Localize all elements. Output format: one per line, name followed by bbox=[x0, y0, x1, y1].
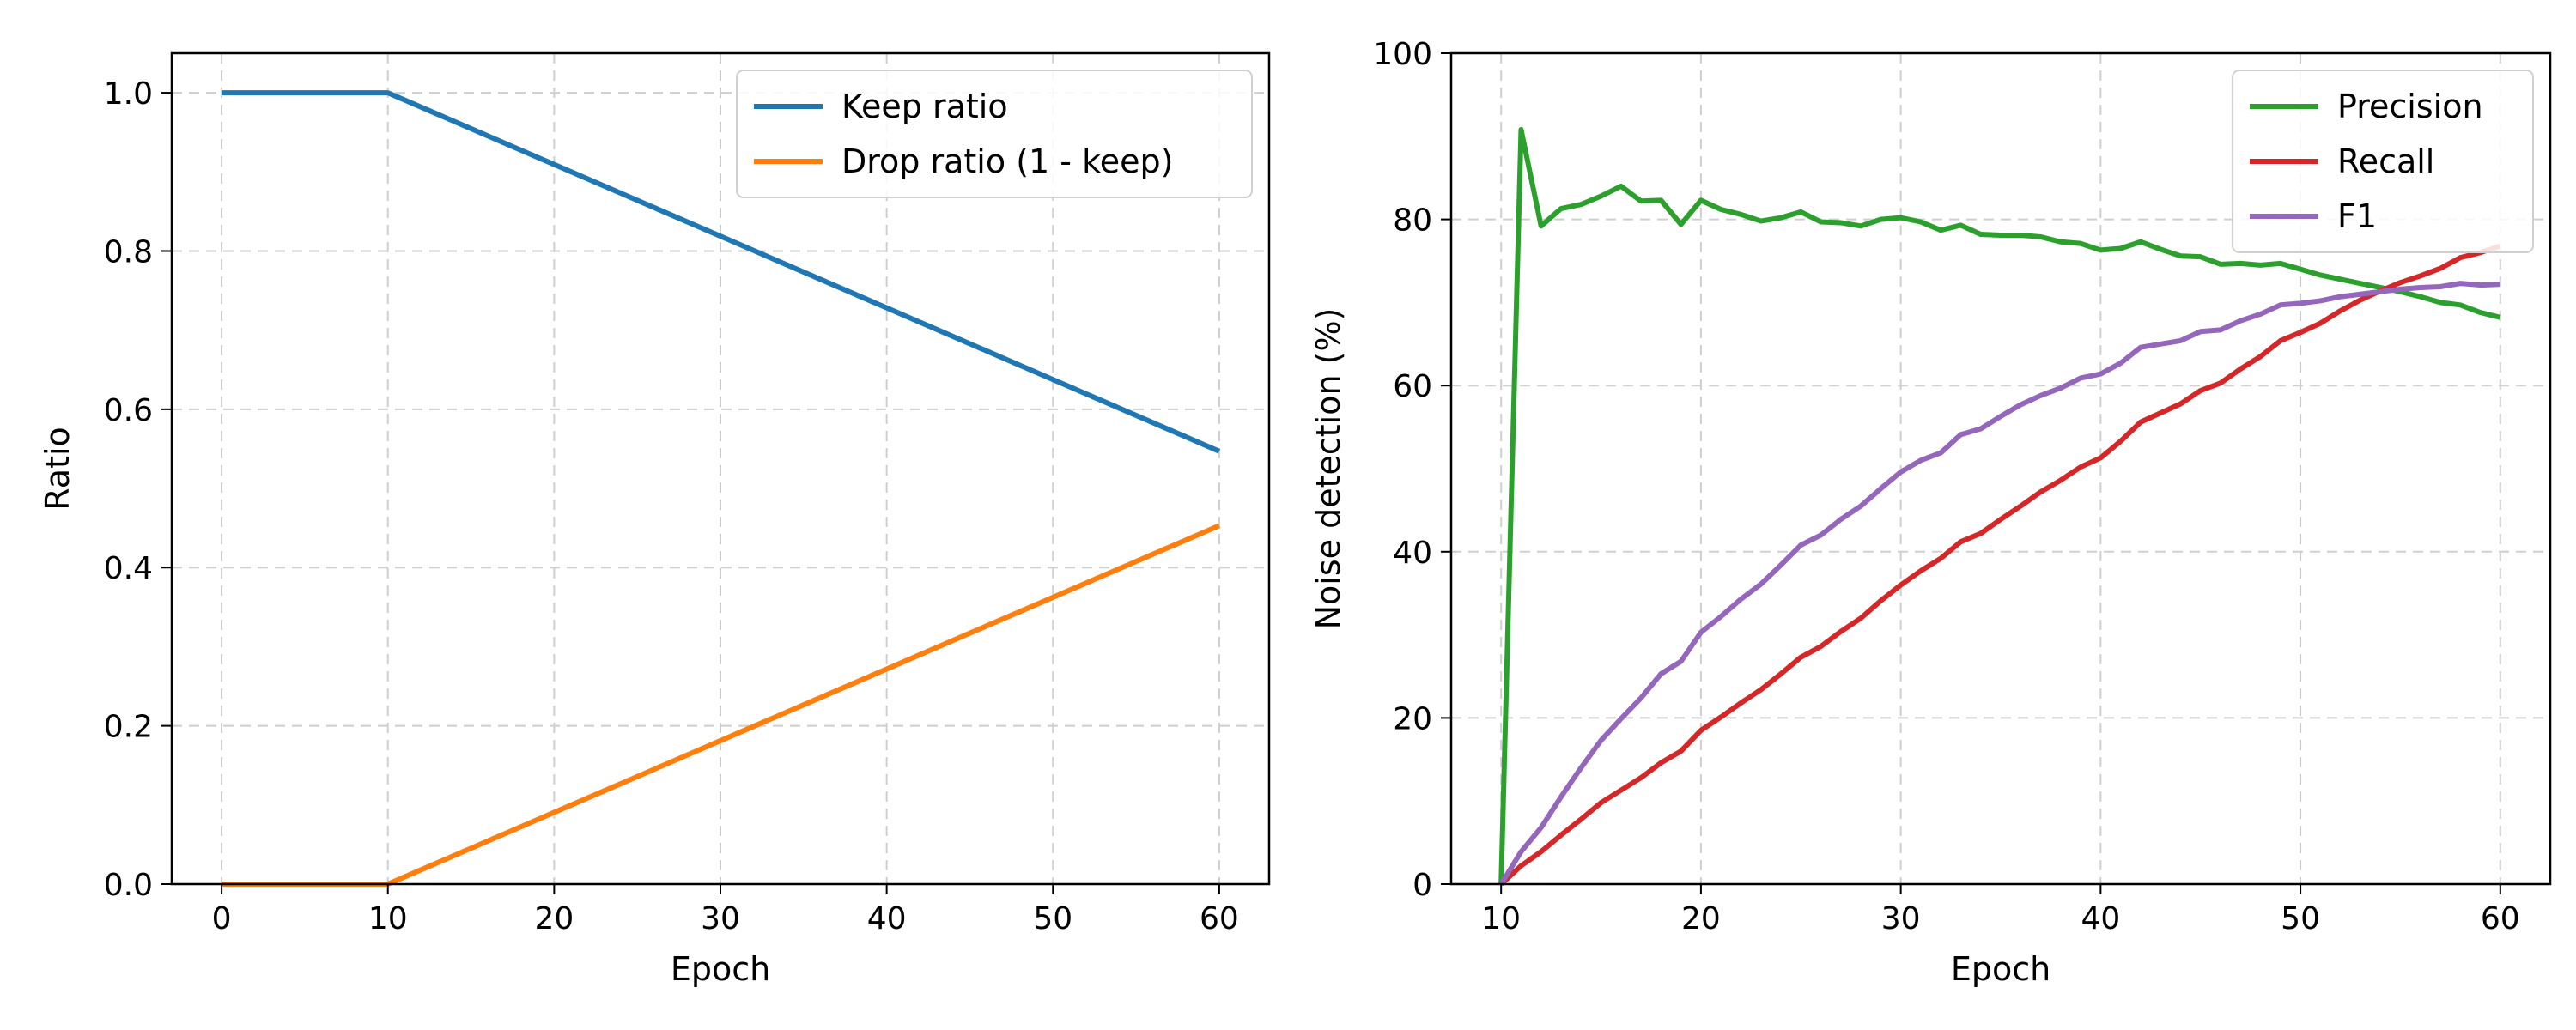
series-line-f1 bbox=[1498, 281, 2500, 886]
x-tick-label: 10 bbox=[368, 901, 408, 936]
x-tick-label: 30 bbox=[1881, 901, 1921, 936]
x-tick-label: 20 bbox=[1681, 901, 1721, 936]
y-tick-label: 80 bbox=[1393, 203, 1432, 239]
x-tick-label: 50 bbox=[2281, 901, 2320, 936]
ratio-chart: 0 10 20 30 40 50 60 0.0 0.2 0.4 0.6 0.8 1.0 Epoch Rati… bbox=[39, 52, 1271, 988]
y-tick-label: 1.0 bbox=[104, 76, 153, 112]
plot-frame bbox=[1449, 52, 2552, 886]
x-tick-label: 40 bbox=[2081, 901, 2120, 936]
y-tick-label: 0.0 bbox=[104, 868, 153, 903]
y-tick-label: 40 bbox=[1393, 536, 1432, 571]
y-tick-label: 0.6 bbox=[104, 393, 153, 428]
x-tick-label: 60 bbox=[1200, 901, 1239, 936]
y-tick-label: 0.8 bbox=[104, 234, 153, 270]
y-tick-label: 20 bbox=[1393, 701, 1432, 736]
y-tick-label: 0 bbox=[1413, 868, 1432, 903]
x-tick-label: 40 bbox=[867, 901, 907, 936]
series-line-precision bbox=[1498, 127, 2501, 885]
y-axis-label: Ratio bbox=[39, 427, 76, 511]
x-tick-label: 60 bbox=[2481, 901, 2520, 936]
y-tick-label: 100 bbox=[1373, 37, 1432, 72]
x-tick-label: 10 bbox=[1481, 901, 1521, 936]
legend-box bbox=[2232, 70, 2534, 253]
legend-label: F1 bbox=[2337, 197, 2377, 235]
x-axis-label: Epoch bbox=[671, 950, 770, 988]
x-tick-label: 50 bbox=[1033, 901, 1072, 936]
legend: Keep ratio Drop ratio (1 - keep) bbox=[736, 70, 1253, 198]
x-tick-label: 0 bbox=[212, 901, 232, 936]
y-axis-label: Noise detection (%) bbox=[1309, 308, 1347, 630]
legend-label: Keep ratio bbox=[841, 88, 1008, 125]
legend: Precision Recall F1 bbox=[2232, 70, 2534, 253]
legend-label: Recall bbox=[2337, 142, 2434, 180]
legend-label: Precision bbox=[2337, 88, 2483, 125]
legend-label: Drop ratio (1 - keep) bbox=[841, 142, 1173, 180]
x-axis-label: Epoch bbox=[1951, 950, 2050, 988]
noise-detection-chart: 10 20 30 40 50 60 0 20 40 60 80 100 Epoch Noise detec… bbox=[1309, 37, 2552, 988]
x-tick-label: 30 bbox=[701, 901, 740, 936]
y-tick-label: 0.4 bbox=[104, 551, 153, 586]
y-tick-label: 60 bbox=[1393, 369, 1432, 404]
series-line-keep-ratio bbox=[222, 90, 1221, 454]
y-tick-label: 0.2 bbox=[104, 710, 153, 745]
legend-box bbox=[736, 70, 1253, 198]
x-tick-label: 20 bbox=[534, 901, 574, 936]
series-line-recall bbox=[1499, 243, 2501, 887]
